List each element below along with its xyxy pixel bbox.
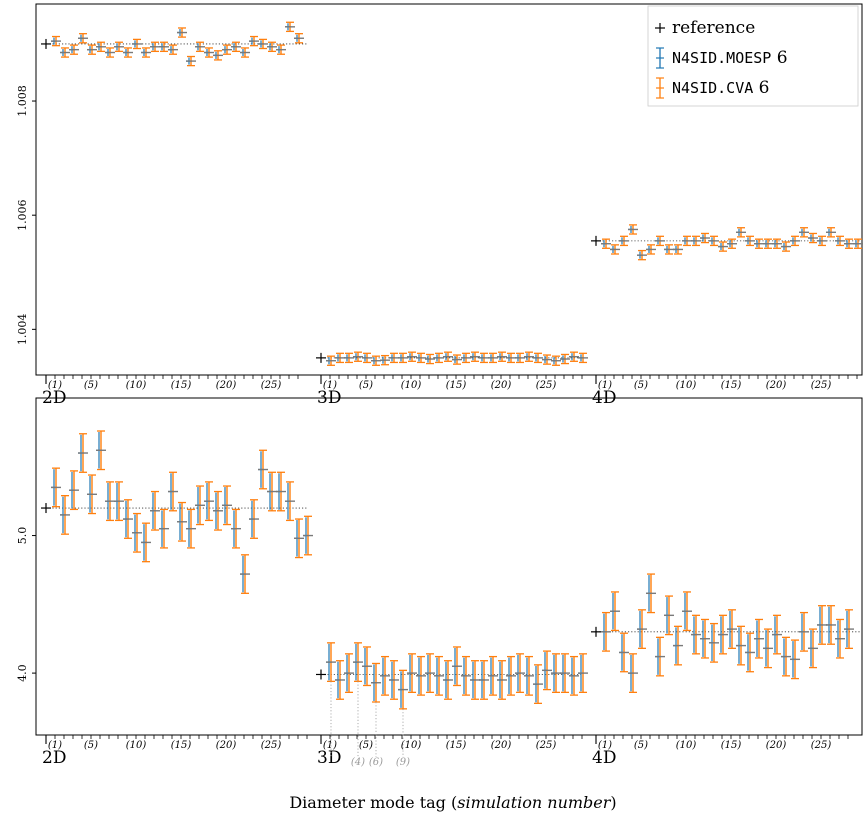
sim-tick-label: (25) — [536, 380, 557, 391]
sim-tick-label: (15) — [446, 740, 467, 751]
sim-tick-label: (10) — [676, 380, 697, 391]
sim-tick-label: (5) — [84, 380, 98, 391]
annotation-label: (6) — [369, 757, 383, 768]
group-label: 3D — [317, 748, 341, 768]
sim-tick-label: (10) — [676, 740, 697, 751]
sim-tick-label: (5) — [359, 380, 373, 391]
y-tick-label: 5.0 — [16, 527, 29, 545]
legend-box — [647, 5, 859, 107]
group-label: 2D — [42, 748, 66, 768]
sim-tick-label: (20) — [216, 740, 237, 751]
y-tick-label: 1.004 — [16, 314, 29, 346]
sim-tick-label: (10) — [126, 380, 147, 391]
legend-series-name: N4SID.MOESP — [672, 49, 771, 67]
sim-tick-label: (5) — [84, 740, 98, 751]
sim-tick-label: (10) — [401, 380, 422, 391]
legend-entry: reference — [672, 18, 755, 38]
sim-tick-label: (20) — [491, 740, 512, 751]
x-axis-label-main: Diameter mode tag ( — [289, 793, 457, 812]
legend-entry: N4SID.CVA 6 — [672, 78, 770, 98]
panel-bottom: 4.05.0(1) (5) (10) (15) (20) (25)2D(1) (5) (10)… — [16, 397, 863, 768]
y-tick-label: 1.008 — [16, 85, 29, 117]
y-tick-label: 1.006 — [16, 199, 29, 231]
sim-tick-label: (15) — [721, 740, 742, 751]
legend-series-suffix: 6 — [771, 48, 787, 68]
legend-series-name: reference — [672, 18, 755, 38]
legend-series-name: N4SID.CVA — [672, 79, 753, 97]
plot-frame — [35, 3, 863, 376]
sim-tick-label: (20) — [766, 740, 787, 751]
sim-tick-label: (25) — [536, 740, 557, 751]
legend-entry: N4SID.MOESP 6 — [672, 48, 788, 68]
legend-series-suffix: 6 — [753, 78, 769, 98]
sim-tick-label: (5) — [634, 380, 648, 391]
sim-tick-label: (15) — [171, 380, 192, 391]
sim-tick-label: (10) — [401, 740, 422, 751]
sim-tick-label: (1) — [48, 380, 62, 391]
sim-tick-label: (25) — [811, 740, 832, 751]
annotation-label: (4) — [351, 757, 365, 768]
sim-tick-label: (20) — [216, 380, 237, 391]
sim-tick-label: (1) — [598, 380, 612, 391]
sim-tick-label: (1) — [323, 740, 337, 751]
sim-tick-label: (15) — [446, 380, 467, 391]
x-axis-label: Diameter mode tag (simulation number) — [289, 793, 616, 812]
x-axis-label-italic: simulation number — [457, 793, 612, 812]
plot-frame — [35, 397, 863, 736]
sim-tick-label: (25) — [261, 380, 282, 391]
sim-tick-label: (5) — [634, 740, 648, 751]
sim-tick-label: (1) — [323, 380, 337, 391]
annotation-label: (9) — [396, 757, 410, 768]
y-tick-label: 4.0 — [16, 664, 29, 682]
sim-tick-label: (5) — [359, 740, 373, 751]
group-label: 4D — [592, 748, 616, 768]
sim-tick-label: (20) — [491, 380, 512, 391]
sim-tick-label: (25) — [261, 740, 282, 751]
sim-tick-label: (10) — [126, 740, 147, 751]
sim-tick-label: (15) — [171, 740, 192, 751]
sim-tick-label: (1) — [598, 740, 612, 751]
sim-tick-label: (20) — [766, 380, 787, 391]
sim-tick-label: (1) — [48, 740, 62, 751]
x-axis-label-close: ) — [610, 793, 616, 812]
sim-tick-label: (15) — [721, 380, 742, 391]
sim-tick-label: (25) — [811, 380, 832, 391]
